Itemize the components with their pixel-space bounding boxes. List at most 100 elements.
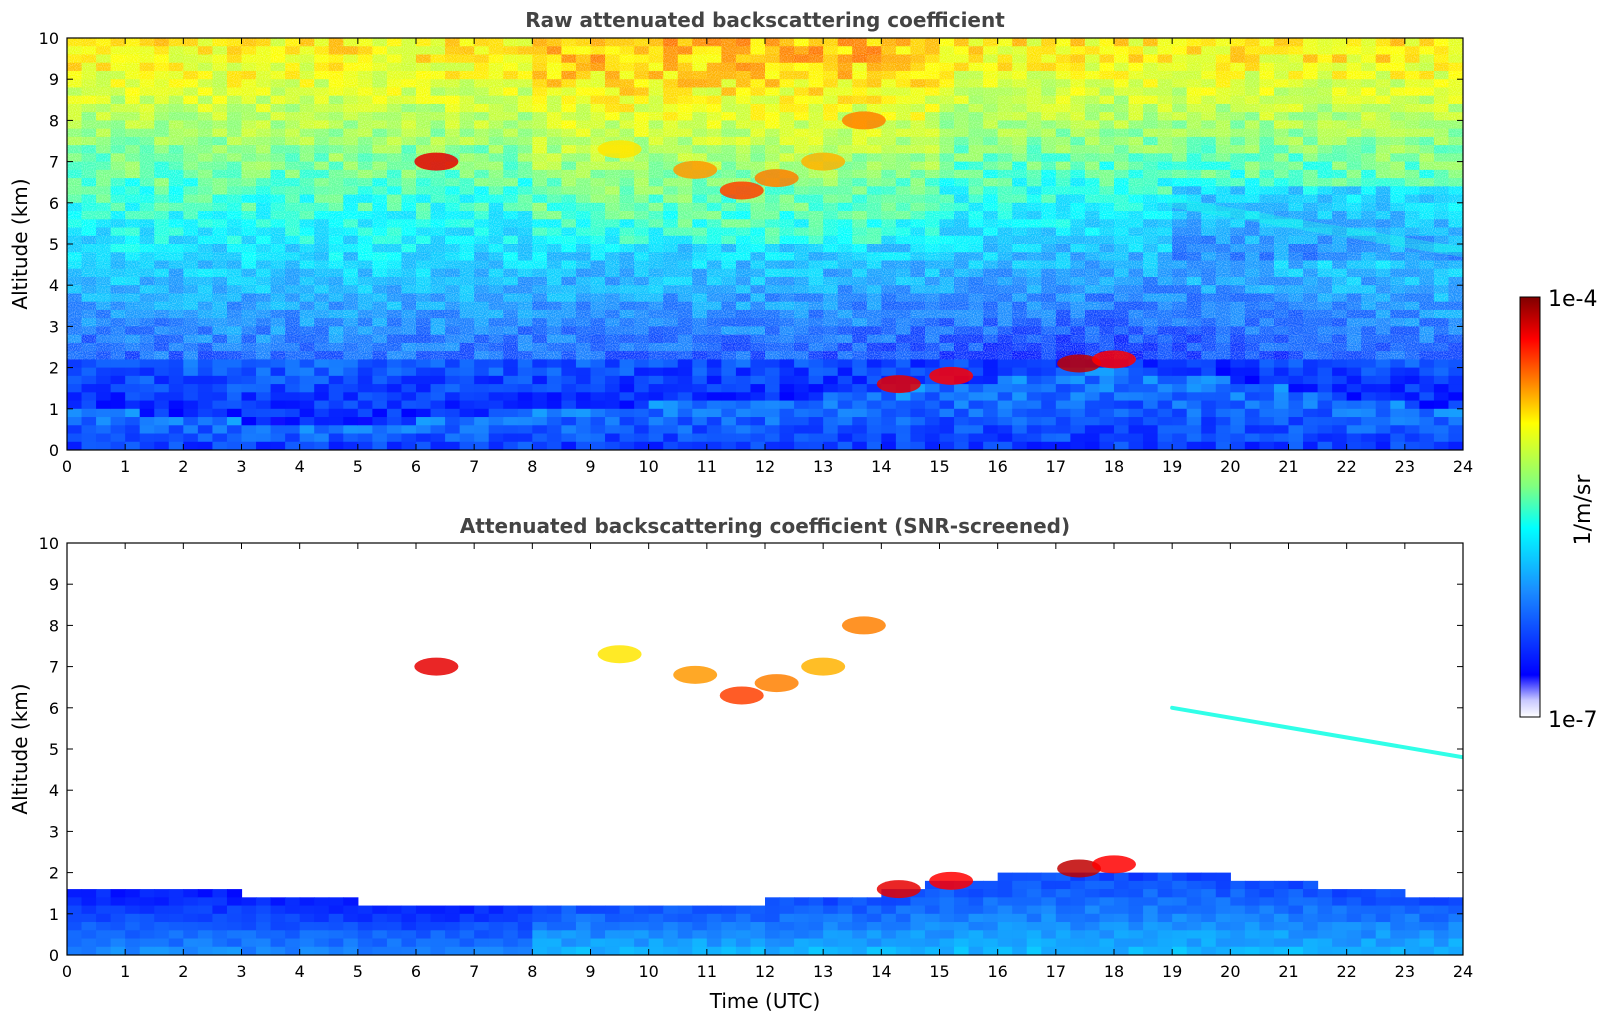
heatmap-cell (1172, 425, 1188, 435)
heatmap-cell (561, 417, 577, 426)
heatmap-cell (197, 433, 214, 443)
heatmap-cell (1201, 367, 1217, 377)
heatmap-cell (765, 441, 781, 450)
heatmap-cell (212, 425, 228, 435)
heatmap-cell (285, 384, 301, 393)
heatmap-cell (110, 408, 126, 418)
heatmap-cell (81, 946, 97, 955)
heatmap-cell (546, 408, 563, 418)
heatmap-cell (139, 889, 155, 898)
heatmap-cell (183, 384, 199, 393)
heatmap-cell (1186, 359, 1202, 369)
heatmap-cell (837, 425, 853, 435)
heatmap-cell (808, 408, 824, 418)
heatmap-cell (67, 930, 83, 940)
heatmap-cell (924, 408, 941, 418)
heatmap-cell (154, 946, 170, 955)
heatmap-cell (954, 433, 970, 443)
heatmap-cell (1259, 392, 1275, 402)
heatmap-cell (226, 441, 243, 450)
heatmap-cell (590, 417, 606, 426)
heatmap-cell (852, 359, 868, 369)
heatmap-cell (1332, 417, 1348, 426)
heatmap-cell (125, 946, 141, 955)
panel-title: Attenuated backscattering coefficient (S… (460, 514, 1070, 538)
heatmap-cell (357, 375, 373, 385)
heatmap-cell (139, 417, 155, 426)
heatmap-cell (1099, 441, 1115, 450)
heatmap-cell (1128, 375, 1144, 385)
heatmap-cell (1026, 433, 1042, 443)
heatmap-cell (1390, 367, 1406, 377)
heatmap-cell (1332, 425, 1348, 435)
heatmap-cell (750, 375, 766, 385)
heatmap-cell (1114, 384, 1130, 393)
heatmap-cell (1317, 425, 1333, 435)
heatmap-cell (1128, 425, 1144, 435)
heatmap-cell (590, 375, 606, 385)
heatmap-cell (372, 408, 388, 418)
heatmap-cell (648, 367, 664, 377)
heatmap-cell (1273, 441, 1290, 450)
heatmap-cell (1012, 400, 1028, 410)
heatmap-cell (619, 359, 635, 369)
heatmap-cell (706, 408, 722, 418)
heatmap-cell (1041, 384, 1057, 393)
heatmap-cell (1448, 417, 1463, 426)
heatmap-cell (1361, 408, 1377, 418)
heatmap-cell (1172, 408, 1188, 418)
heatmap-cell (852, 417, 868, 426)
heatmap-cell (1230, 400, 1246, 410)
heatmap-cell (81, 922, 97, 931)
heatmap-cell (837, 400, 853, 410)
y-tick-label: 10 (39, 29, 59, 48)
heatmap-cell (590, 367, 606, 377)
heatmap-cell (1026, 384, 1042, 393)
heatmap-cell (881, 425, 897, 435)
heatmap-cell (721, 384, 737, 393)
heatmap-cell (939, 400, 955, 410)
heatmap-cell (895, 441, 912, 450)
heatmap-cell (459, 375, 475, 385)
heatmap-cell (1201, 408, 1217, 418)
heatmap-cell (1361, 441, 1377, 450)
heatmap-cell (154, 359, 170, 369)
heatmap-cell (939, 441, 955, 450)
heatmap-cell (1273, 400, 1290, 410)
heatmap-cell (270, 392, 286, 402)
heatmap-cell (1259, 359, 1275, 369)
heatmap-cell (343, 375, 359, 385)
heatmap-cell (997, 425, 1013, 435)
heatmap-cell (67, 905, 83, 915)
heatmap-cell (910, 425, 926, 435)
heatmap-cell (110, 425, 126, 435)
heatmap-cell (256, 408, 272, 418)
heatmap-cell (692, 441, 708, 450)
heatmap-cell (968, 441, 984, 450)
heatmap-cell (866, 433, 882, 443)
heatmap-cell (706, 433, 722, 443)
heatmap-cell (168, 922, 184, 931)
heatmap-cell (125, 433, 141, 443)
heatmap-cell (1288, 392, 1304, 402)
heatmap-cell (212, 408, 228, 418)
heatmap-cell (488, 359, 504, 369)
heatmap-cell (1012, 408, 1028, 418)
heatmap-cell (997, 392, 1013, 402)
cloud-feature (719, 181, 764, 200)
heatmap-cell (445, 384, 461, 393)
heatmap-cell (823, 408, 839, 418)
heatmap-cell (677, 384, 693, 393)
heatmap-cell (1026, 400, 1042, 410)
heatmap-cell (1375, 375, 1391, 385)
heatmap-cell (1070, 425, 1086, 435)
heatmap-cell (256, 392, 272, 402)
heatmap-cell (197, 392, 214, 402)
heatmap-cell (197, 359, 214, 369)
heatmap-cell (605, 441, 621, 450)
heatmap-cell (1244, 392, 1261, 402)
heatmap-cell (706, 425, 722, 435)
heatmap-cell (706, 392, 722, 402)
heatmap-cell (386, 441, 403, 450)
x-tick-label: 6 (411, 457, 421, 476)
